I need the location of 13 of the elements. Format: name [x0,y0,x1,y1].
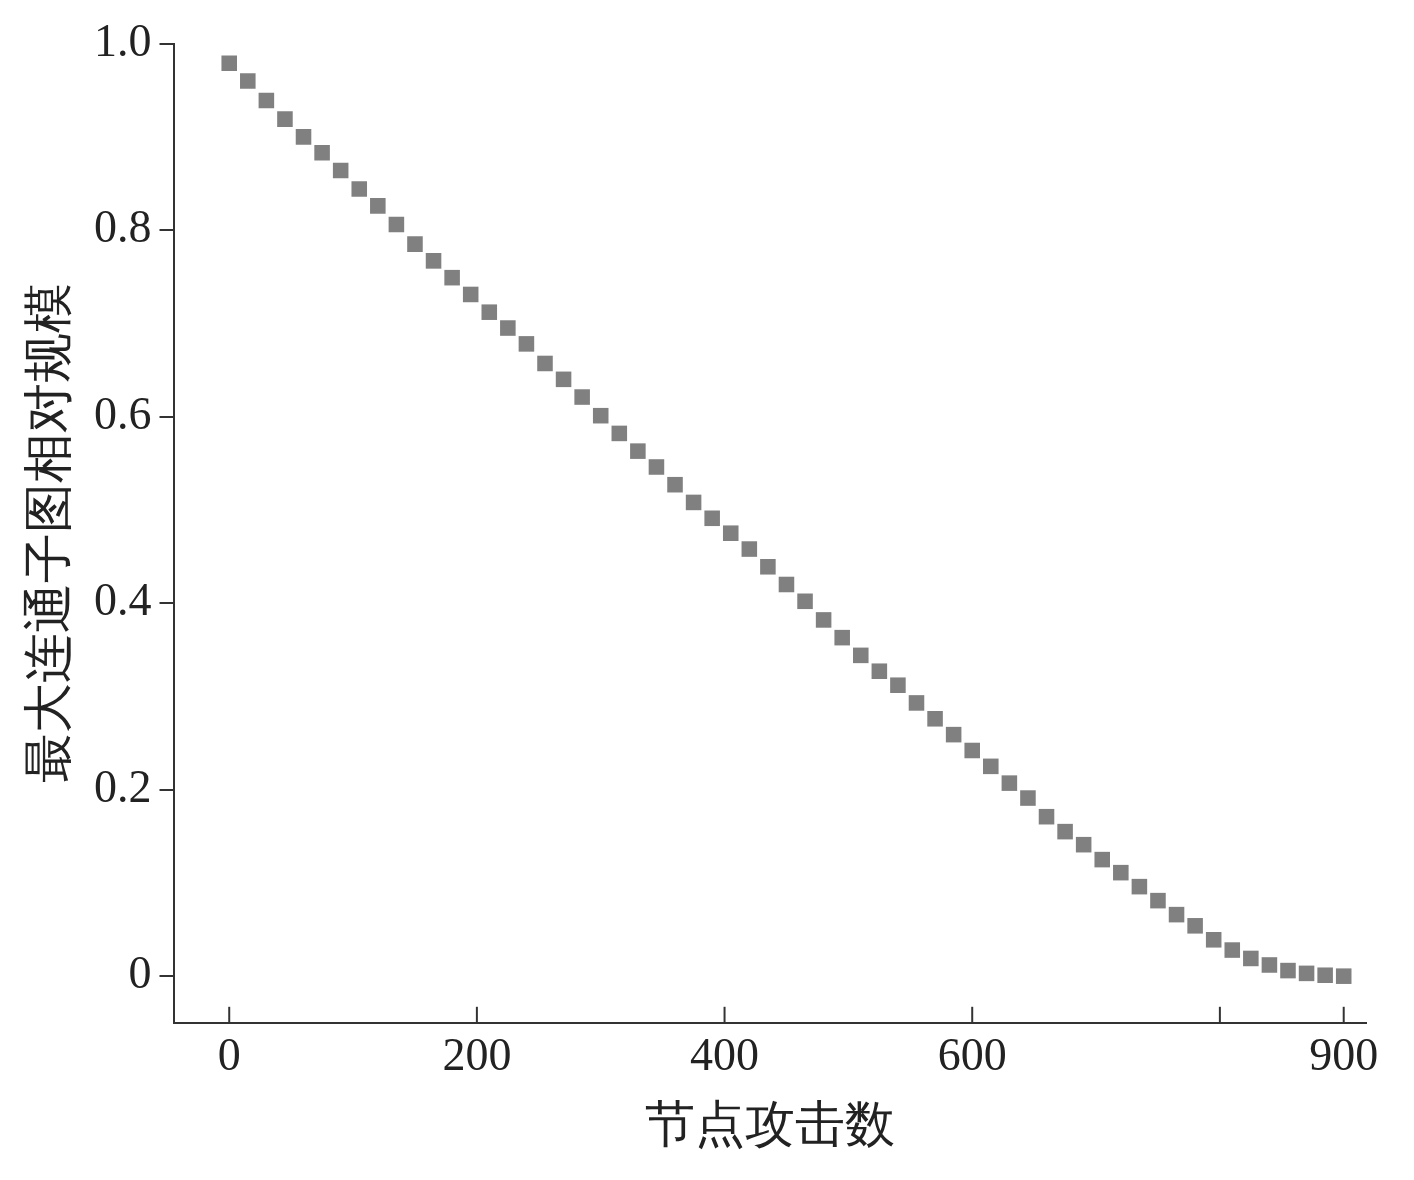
x-tick-label: 400 [690,1029,760,1081]
y-tick-label: 0.2 [94,760,152,812]
y-tick-label: 0.8 [94,201,152,253]
x-tick-label: 900 [1309,1029,1379,1081]
y-tick-label: 1.0 [94,14,152,66]
x-tick-label: 600 [937,1029,1007,1081]
x-tick-label: 0 [217,1029,241,1081]
y-tick-label: 0 [128,947,152,999]
y-tick-label: 0.6 [94,387,152,439]
y-axis-title: 最大连通子图相对规模 [20,283,77,784]
x-tick-label: 200 [442,1029,512,1081]
x-axis-title: 节点攻击数 [644,1096,895,1153]
y-tick-label: 0.4 [94,574,152,626]
